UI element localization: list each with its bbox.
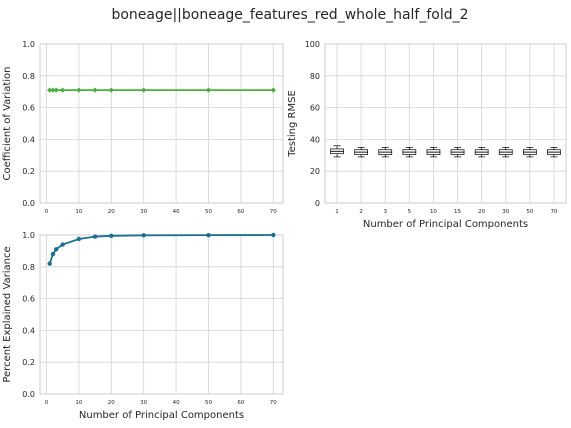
rmse-chart: 1 2 3 5 10 15 20 30 50 70 0 20 40 60 80 100 Testing RMSE… — [287, 40, 567, 230]
rmse-ytick-label: 100 — [305, 40, 320, 49]
variance-ytick-label: 0.4 — [22, 326, 35, 335]
variance-ytick-label: 1.0 — [22, 231, 35, 240]
variance-point — [109, 233, 114, 238]
variance-xtick-label: 20 — [108, 400, 115, 406]
variance-point — [47, 261, 52, 266]
cv-point — [270, 87, 276, 93]
cv-ylabel: Coefficient of Variation — [2, 67, 13, 181]
rmse-ytick-label: 40 — [310, 135, 320, 144]
rmse-ylabel: Testing RMSE — [287, 90, 298, 158]
cv-ytick-label: 0.6 — [22, 104, 35, 113]
variance-point — [141, 233, 146, 238]
variance-xtick-label: 70 — [270, 400, 277, 406]
rmse-xtick-label: 15 — [454, 209, 461, 215]
variance-xtick-label: 60 — [237, 400, 244, 406]
rmse-ytick-label: 80 — [310, 72, 320, 81]
variance-axes-frame — [39, 234, 284, 395]
rmse-ytick-label: 0 — [315, 199, 320, 208]
cv-ytick-label: 0.0 — [22, 199, 35, 208]
cv-point — [50, 87, 56, 93]
cv-ytick-label: 0.4 — [22, 135, 35, 144]
cv-point — [47, 87, 53, 93]
rmse-box — [450, 147, 465, 158]
rmse-xtick-label: 20 — [478, 209, 485, 215]
variance-point — [271, 232, 276, 238]
rmse-axes-frame — [324, 43, 567, 204]
rmse-xlabel: Number of Principal Components — [363, 219, 528, 230]
variance-xtick-label: 30 — [140, 400, 147, 406]
chart-panels: 0 10 20 30 40 50 60 700.00.20.40.60.81.0Coeffic… — [2, 40, 567, 421]
rmse-xtick-label: 70 — [550, 209, 557, 215]
rmse-xtick-label: 3 — [384, 209, 388, 215]
cv-axes-frame — [39, 43, 284, 204]
cv-point — [92, 87, 98, 93]
variance-ytick-label: 0.6 — [22, 295, 35, 304]
cv-xtick-label: 20 — [108, 209, 115, 215]
cv-ytick-label: 0.8 — [22, 72, 35, 81]
rmse-xtick-label: 1 — [335, 209, 339, 215]
cv-point — [108, 87, 114, 93]
figure-title: boneage||boneage_features_red_whole_half… — [111, 7, 468, 23]
rmse-xtick-label: 30 — [502, 209, 509, 215]
cv-xtick-label: 50 — [205, 209, 212, 215]
variance-point — [92, 234, 98, 239]
cv-xtick-label: 70 — [270, 209, 277, 215]
cv-point — [60, 87, 66, 93]
rmse-box — [547, 147, 561, 158]
variance-ytick-label: 0.8 — [22, 263, 35, 272]
variance-ylabel: Percent Explained Variance — [2, 246, 13, 382]
cv-xtick-label: 10 — [75, 209, 82, 215]
rmse-box — [498, 147, 513, 158]
variance-point — [54, 247, 59, 252]
variance-xtick-label: 40 — [173, 400, 180, 406]
rmse-box — [474, 147, 489, 158]
variance-chart: 0 10 20 30 40 50 60 70 0.0 0.2 0.4 0.6 0.8 1.0 Percent… — [2, 231, 284, 421]
cv-ytick-label: 1.0 — [22, 40, 35, 49]
cv-chart: 0 10 20 30 40 50 60 70 0.0 0.2 0.4 0.6 0.8 1.0 Coeffic… — [2, 40, 284, 215]
cv-point — [53, 87, 59, 93]
variance-xtick-label: 50 — [205, 400, 212, 406]
rmse-box — [378, 147, 393, 158]
rmse-xtick-label: 5 — [408, 209, 412, 215]
rmse-xtick-label: 10 — [430, 209, 437, 215]
cv-point — [141, 87, 147, 93]
cv-point — [76, 87, 82, 93]
rmse-xtick-label: 50 — [526, 209, 533, 215]
cv-ytick-label: 0.2 — [22, 167, 35, 176]
variance-point — [50, 251, 56, 257]
rmse-ytick-label: 60 — [310, 104, 320, 113]
rmse-xtick-label: 2 — [359, 209, 363, 215]
variance-ytick-label: 0.0 — [22, 390, 35, 399]
variance-xlabel: Number of Principal Components — [79, 410, 244, 421]
variance-series-line — [48, 234, 274, 264]
cv-xtick-label: 30 — [140, 209, 147, 215]
variance-point — [76, 236, 82, 242]
variance-xtick-label: 10 — [75, 400, 82, 406]
rmse-box — [354, 147, 368, 158]
cv-xtick-label: 40 — [173, 209, 180, 215]
rmse-box — [426, 147, 441, 158]
rmse-ytick-label: 20 — [310, 167, 320, 176]
cv-xtick-label: 60 — [237, 209, 244, 215]
cv-xtick-label: 0 — [45, 209, 49, 215]
variance-xtick-label: 0 — [45, 400, 49, 406]
variance-ytick-label: 0.2 — [22, 358, 35, 367]
cv-point — [205, 87, 212, 93]
rmse-box — [330, 145, 344, 158]
rmse-box — [402, 147, 417, 158]
rmse-box — [522, 147, 537, 158]
variance-point — [60, 242, 65, 247]
variance-point — [206, 232, 211, 238]
